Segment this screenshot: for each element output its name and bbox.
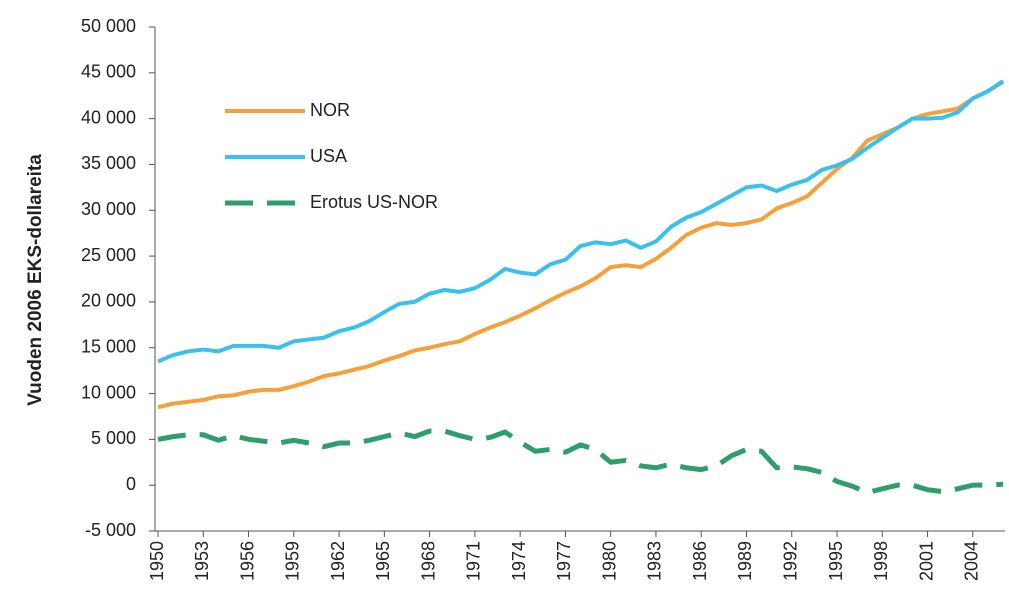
y-tick-label: 45 000 — [81, 62, 136, 82]
y-axis-title: Vuoden 2006 EKS-dollareita — [25, 154, 46, 406]
y-tick-label: 20 000 — [81, 291, 136, 311]
series-line — [157, 428, 1004, 496]
y-tick-label: 10 000 — [81, 382, 136, 402]
x-tick-label: 1986 — [690, 541, 710, 581]
x-tick-label: 1953 — [192, 541, 212, 581]
legend-label: NOR — [310, 100, 350, 120]
legend-label: USA — [310, 146, 347, 166]
y-tick-label: 50 000 — [81, 16, 136, 36]
y-tick-label: 25 000 — [81, 245, 136, 265]
series-line — [157, 80, 1005, 410]
x-tick-label: 2001 — [916, 541, 936, 581]
x-tick-label: 1992 — [781, 541, 801, 581]
x-tick-label: 1968 — [418, 541, 438, 581]
y-tick-label: 40 000 — [81, 107, 136, 127]
x-tick-label: 1962 — [328, 541, 348, 581]
y-tick-label: 30 000 — [81, 199, 136, 219]
x-tick-label: 1995 — [826, 541, 846, 581]
x-tick-label: 1959 — [283, 541, 303, 581]
x-tick-label: 1977 — [554, 541, 574, 581]
x-tick-label: 1956 — [237, 541, 257, 581]
x-tick-label: 1950 — [147, 541, 167, 581]
y-tick-label: 5 000 — [91, 428, 136, 448]
x-tick-label: 1980 — [599, 541, 619, 581]
x-tick-label: 1965 — [373, 541, 393, 581]
y-tick-label: -5 000 — [85, 520, 136, 540]
y-tick-label: 0 — [126, 474, 136, 494]
x-tick-label: 1998 — [871, 541, 891, 581]
x-tick-label: 1989 — [735, 541, 755, 581]
x-tick-label: 1974 — [509, 541, 529, 581]
x-tick-label: 1983 — [645, 541, 665, 581]
y-tick-label: 35 000 — [81, 153, 136, 173]
y-tick-label: 15 000 — [81, 336, 136, 356]
legend-label: Erotus US-NOR — [310, 192, 438, 212]
x-tick-label: 2004 — [962, 541, 982, 581]
series-line — [157, 79, 1005, 364]
x-tick-label: 1971 — [464, 541, 484, 581]
